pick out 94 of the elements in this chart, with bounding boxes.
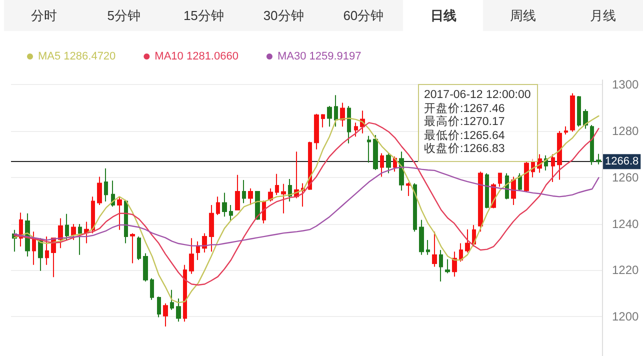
candlestick [163,302,168,328]
candlestick [229,204,233,222]
candlestick [334,94,338,128]
candlestick [419,219,424,256]
candlestick [84,221,89,244]
candlestick [275,173,279,196]
candlestick [459,242,463,262]
text: 60分钟 [342,7,385,25]
candlestick [570,92,575,132]
candlestick [248,188,253,206]
annotation: 2017-06-12 12:00:00 [424,89,532,102]
annotation: 收盘价:1266.83 [424,143,506,156]
candlestick [406,182,411,196]
candlestick [432,231,437,268]
candlestick [596,153,601,165]
candlestick [130,232,135,264]
candlestick [426,240,430,256]
text: 15分钟 [182,7,225,25]
candlestick [465,228,470,254]
candlestick [91,196,95,234]
annotation: 最低价:1265.64 [424,130,506,142]
candlestick [321,114,325,128]
candlestick [327,105,332,128]
text: 分时 [30,7,58,25]
candlestick [262,200,266,224]
y-tick-label: 1260 [612,170,640,184]
candlestick [557,130,562,180]
candlestick [189,238,194,274]
candlestick [583,108,588,130]
candlestick [183,264,187,322]
candlestick [97,176,102,206]
text: 30分钟 [262,7,305,25]
text: 月线 [589,7,618,25]
y-tick-label: 1200 [612,310,640,324]
candlestick [143,252,148,282]
candlestick [124,199,128,244]
candlestick [340,102,345,128]
candlestick [373,134,378,170]
legend-label: MA5 1286.4720 [38,50,116,62]
line-series [14,166,600,246]
candlestick [170,289,174,310]
candlestick [498,172,502,188]
candlestick [58,218,63,249]
candlestick [577,96,581,128]
candlestick [281,183,286,214]
candlestick [45,236,49,266]
candlestick [222,192,227,218]
y-tick-label: 1240 [612,216,640,231]
candlestick [354,122,358,138]
candlestick [367,135,371,164]
candlestick [564,126,568,136]
candlestick [386,152,391,174]
candlestick [288,178,292,202]
candlestick [551,154,555,183]
candlestick [380,152,384,178]
y-tick-label: 1220 [612,263,640,278]
candlestick [308,141,312,190]
candlestick [104,168,108,202]
candlestick [157,296,161,318]
candlestick [445,258,450,274]
candlestick [242,179,246,204]
candlestick [216,196,220,216]
candlestick [452,251,457,278]
candlestick [478,171,483,232]
candlestick [196,240,200,260]
annotation: 开盘价:1267.46 [424,102,506,115]
legend-label: MA10 1281.0660 [154,50,238,62]
legend-label: MA30 1259.9197 [277,50,362,62]
candlestick [347,105,351,144]
candlestick [485,172,489,209]
candlestick [150,278,154,300]
ref-line-label: 1266.8 [605,156,639,168]
text: 日线 [403,0,484,31]
candlestick [137,236,141,260]
candlestick [71,224,76,241]
y-tick-label: 1280 [612,124,640,138]
text: 周线 [509,7,538,25]
candlestick [235,174,240,210]
candlestick [439,250,443,282]
annotation: 最高价:1270.17 [424,116,506,130]
candlestick [117,196,122,230]
candlestick [590,124,594,166]
candlestick [524,161,529,192]
candlestick [65,213,69,241]
text: 5分钟 [106,7,142,25]
candlestick [314,113,319,150]
candlestick [176,298,181,322]
y-tick-label: 1300 [612,78,640,92]
candlestick [413,182,417,232]
candlestick [32,231,36,266]
candlestick [209,204,214,252]
candlestick [511,176,516,206]
candlestick [518,172,522,192]
candlestick [78,224,82,256]
